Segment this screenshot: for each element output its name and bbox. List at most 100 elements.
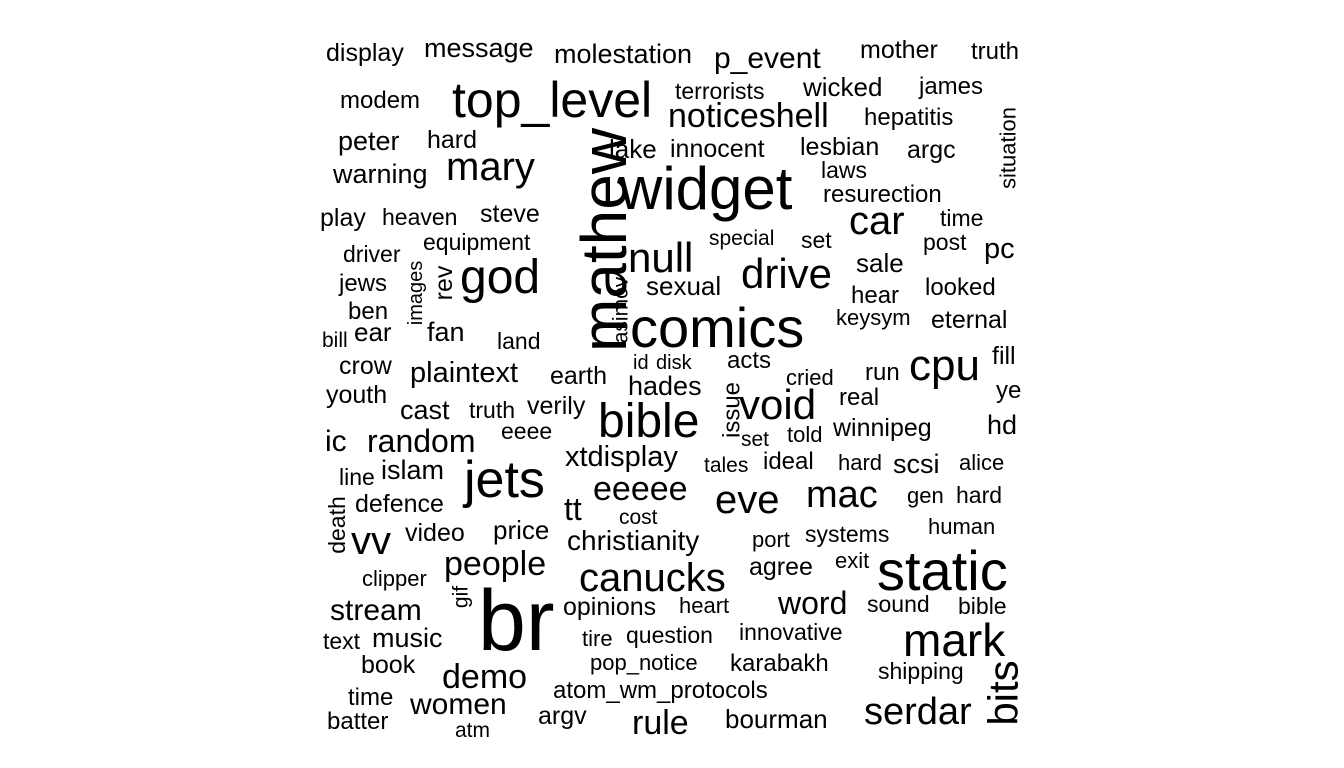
word-molestation: molestation [554, 39, 692, 69]
word-serdar: serdar [864, 691, 972, 733]
word-eve: eve [715, 478, 780, 522]
word-sound: sound [867, 591, 930, 617]
word-defence: defence [355, 490, 444, 518]
word-exit: exit [835, 548, 869, 573]
word-widget: widget [618, 155, 793, 222]
word-winnipeg: winnipeg [832, 414, 932, 442]
word-keysym: keysym [836, 305, 911, 330]
word-drive: drive [741, 250, 832, 297]
word-hd: hd [987, 410, 1017, 440]
word-mark: mark [903, 614, 1006, 666]
word-noticeshell: noticeshell [668, 97, 829, 135]
word-random: random [367, 423, 476, 459]
word-text: text [323, 628, 361, 654]
word-looked: looked [925, 274, 996, 301]
word-innovative: innovative [739, 619, 843, 645]
word-eeee: eeee [501, 418, 552, 444]
word-hades: hades [628, 371, 702, 401]
word-cpu: cpu [909, 341, 980, 390]
word-mac: mac [806, 474, 878, 516]
word-xtdisplay: xtdisplay [565, 441, 678, 473]
word-islam: islam [381, 455, 444, 485]
word-set: set [741, 428, 769, 451]
word-lesbian: lesbian [800, 133, 879, 161]
word-post: post [923, 229, 967, 255]
word-heaven: heaven [382, 204, 457, 230]
word-mother: mother [860, 36, 938, 64]
word-ben: ben [348, 298, 388, 325]
word-top-level: top_level [452, 72, 652, 128]
word-clipper: clipper [362, 566, 427, 591]
word-land: land [497, 328, 540, 354]
word-earth: earth [550, 362, 607, 390]
word-message: message [424, 33, 534, 63]
word-bill: bill [322, 329, 348, 352]
word-god: god [460, 251, 540, 304]
word-women: women [409, 688, 507, 721]
word-canucks: canucks [579, 556, 726, 600]
word-ear: ear [354, 317, 392, 347]
word-ye: ye [996, 377, 1021, 404]
word-christianity: christianity [567, 525, 699, 556]
word-null: null [628, 234, 693, 281]
word-ic: ic [325, 425, 347, 458]
word-people: people [444, 545, 546, 583]
word-cast: cast [400, 395, 450, 425]
word-time: time [348, 684, 393, 711]
word-set: set [801, 227, 832, 253]
word-line: line [339, 464, 375, 490]
word-play: play [320, 204, 366, 232]
word-heart: heart [679, 593, 729, 618]
word-eeeee: eeeee [593, 470, 688, 508]
word-price: price [493, 515, 549, 545]
word-acts: acts [727, 347, 771, 374]
word-vv: vv [351, 519, 391, 563]
word-hear: hear [851, 282, 899, 309]
word-tales: tales [704, 454, 748, 477]
word-rule: rule [632, 704, 689, 742]
word-book: book [361, 651, 416, 679]
word-display: display [326, 39, 404, 67]
word-alice: alice [959, 450, 1004, 475]
word-fan: fan [427, 317, 465, 347]
word-sexual: sexual [646, 271, 721, 301]
word-br: br [478, 573, 554, 669]
word-p-event: p_event [714, 42, 821, 75]
word-stream: stream [330, 594, 422, 627]
word-jews: jews [338, 270, 387, 297]
word-scsi: scsi [893, 449, 940, 479]
word-wicked: wicked [802, 72, 882, 102]
word-truth: truth [469, 397, 515, 423]
word-tt: tt [564, 491, 582, 527]
word-sale: sale [856, 248, 904, 278]
word-atom-wm-protocols: atom_wm_protocols [553, 677, 768, 704]
word-mathew: mathew [568, 127, 640, 352]
word-pc: pc [984, 233, 1015, 265]
word-situation: situation [996, 107, 1021, 189]
word-peter: peter [338, 126, 400, 156]
word-opinions: opinions [563, 593, 656, 621]
word-james: james [918, 73, 983, 100]
word-special: special [709, 227, 774, 250]
word-batter: batter [327, 708, 388, 735]
word-issue: issue [719, 382, 746, 438]
word-demo: demo [442, 658, 527, 696]
word-truth: truth [971, 38, 1019, 65]
word-hard: hard [427, 126, 477, 154]
word-cost: cost [619, 506, 658, 529]
word-verily: verily [527, 392, 586, 420]
word-resurection: resurection [823, 181, 942, 208]
word-laws: laws [821, 157, 867, 183]
word-told: told [787, 422, 822, 447]
word-word: word [777, 585, 847, 621]
word-plaintext: plaintext [410, 357, 518, 389]
word-bible: bible [958, 593, 1007, 619]
word-crow: crow [339, 352, 393, 380]
word-ideal: ideal [763, 448, 814, 475]
word-steve: steve [480, 200, 540, 228]
word-youth: youth [326, 381, 387, 409]
word-eternal: eternal [931, 306, 1007, 334]
word-modem: modem [340, 87, 420, 114]
word-death: death [324, 496, 350, 554]
